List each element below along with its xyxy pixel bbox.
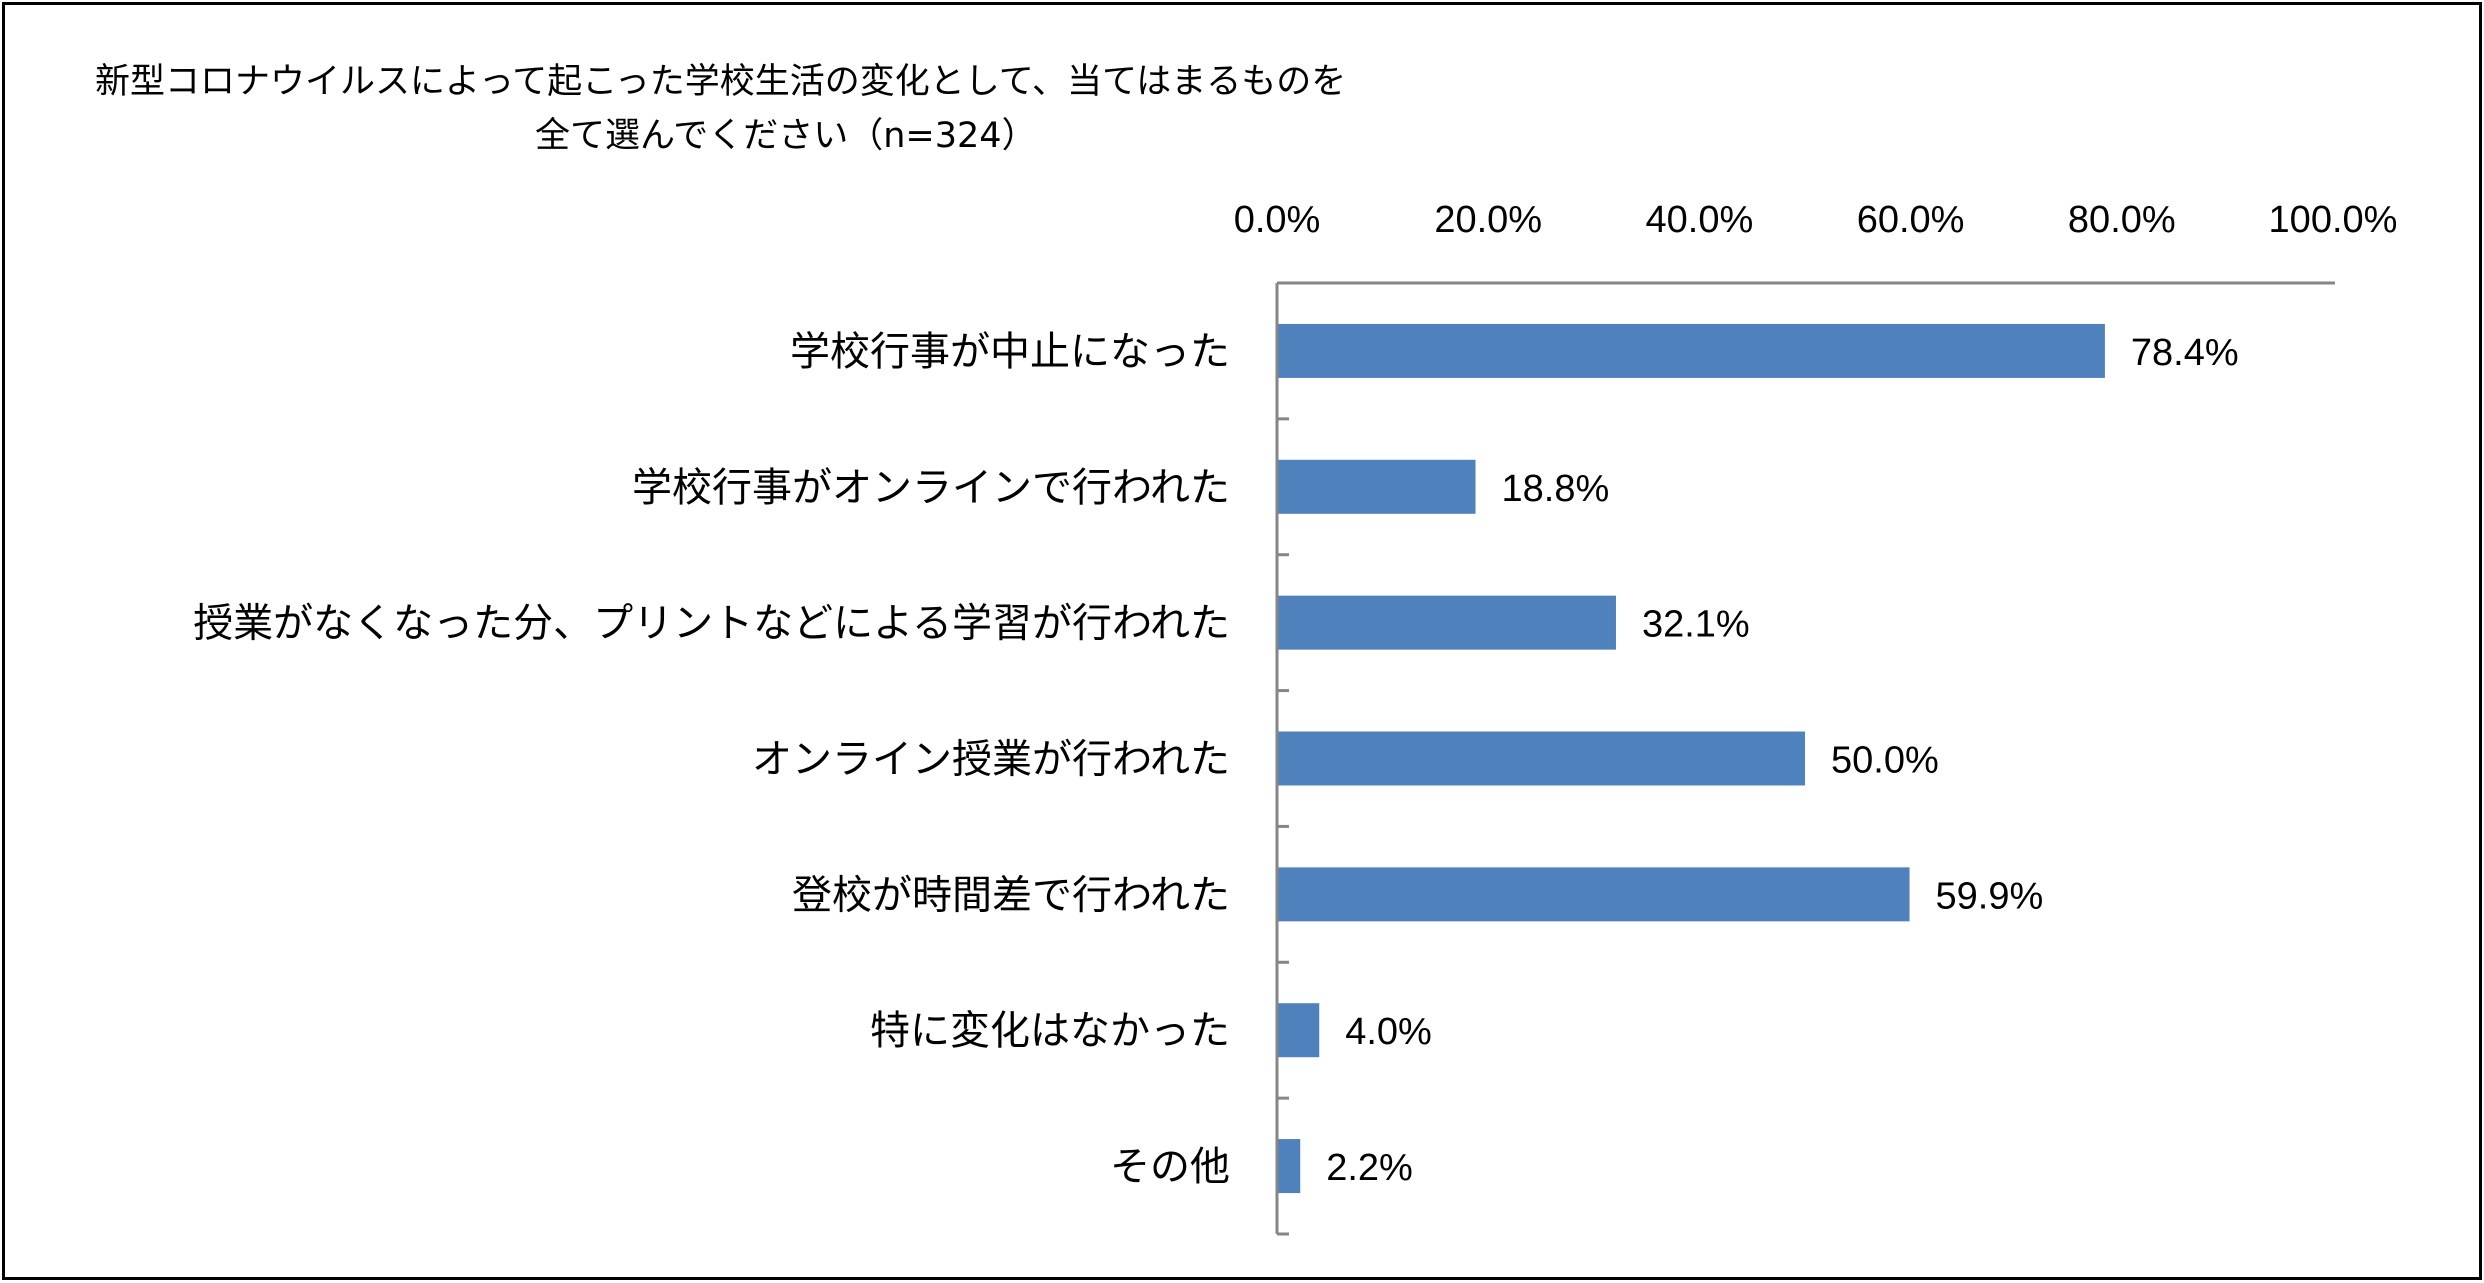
category-label: 登校が時間差で行われた bbox=[792, 872, 1230, 918]
category-label: その他 bbox=[1110, 1144, 1230, 1190]
chart-title-line-2: 全て選んでください（n=324） bbox=[535, 116, 1037, 156]
bar bbox=[1277, 1003, 1320, 1058]
category-label: 学校行事が中止になった bbox=[790, 329, 1230, 375]
bar bbox=[1277, 595, 1616, 650]
value-label: 32.1% bbox=[1642, 604, 1750, 646]
bar bbox=[1277, 731, 1805, 786]
bar bbox=[1277, 1139, 1301, 1194]
x-tick-label: 80.0% bbox=[2068, 199, 2176, 241]
x-tick-label: 40.0% bbox=[1646, 199, 1754, 241]
category-label: 特に変化はなかった bbox=[870, 1008, 1230, 1054]
bars: 学校行事が中止になった 78.4% 学校行事がオンラインで行われた 18.8% 授業がな… bbox=[193, 323, 2239, 1194]
x-tick-label: 0.0% bbox=[1234, 199, 1321, 241]
category-label: 学校行事がオンラインで行われた bbox=[632, 465, 1230, 511]
x-axis-ticks: 0.0% 20.0% 40.0% 60.0% 80.0% 100.0% bbox=[1234, 199, 2398, 241]
value-label: 4.0% bbox=[1345, 1011, 1432, 1053]
x-tick-label: 100.0% bbox=[2269, 199, 2398, 241]
category-label: オンライン授業が行われた bbox=[752, 737, 1230, 783]
x-tick-label: 20.0% bbox=[1434, 199, 1542, 241]
value-label: 2.2% bbox=[1326, 1147, 1413, 1189]
bar bbox=[1277, 459, 1476, 514]
category-label: 授業がなくなった分、プリントなどによる学習が行われた bbox=[193, 601, 1230, 647]
value-label: 50.0% bbox=[1831, 740, 1939, 782]
bar bbox=[1277, 323, 2105, 378]
value-label: 78.4% bbox=[2131, 332, 2239, 374]
chart-title-line-1: 新型コロナウイルスによって起こった学校生活の変化として、当てはまるものを bbox=[95, 62, 1346, 102]
x-tick-label: 60.0% bbox=[1857, 199, 1965, 241]
bar bbox=[1277, 867, 1910, 922]
value-label: 59.9% bbox=[1936, 875, 2044, 917]
axes bbox=[1275, 281, 2335, 1236]
value-label: 18.8% bbox=[1502, 468, 1610, 510]
